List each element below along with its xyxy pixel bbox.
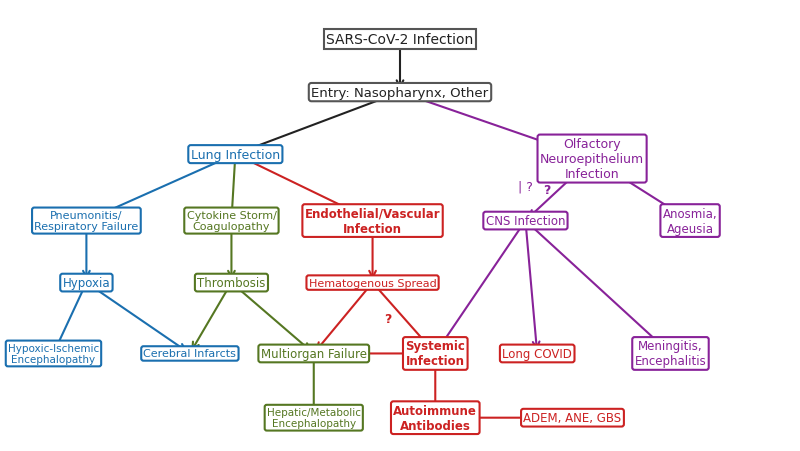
Text: Olfactory
Neuroepithelium
Infection: Olfactory Neuroepithelium Infection xyxy=(540,138,644,181)
Text: Anosmia,
Ageusia: Anosmia, Ageusia xyxy=(662,207,718,235)
Text: Pneumonitis/
Respiratory Failure: Pneumonitis/ Respiratory Failure xyxy=(34,210,138,232)
Text: Autoimmune
Antibodies: Autoimmune Antibodies xyxy=(394,404,478,432)
Text: Cerebral Infarcts: Cerebral Infarcts xyxy=(143,349,236,359)
Text: Entry: Nasopharynx, Other: Entry: Nasopharynx, Other xyxy=(311,87,489,99)
Text: Multiorgan Failure: Multiorgan Failure xyxy=(261,347,366,360)
Text: CNS Infection: CNS Infection xyxy=(486,215,565,228)
Text: Cytokine Storm/
Coagulopathy: Cytokine Storm/ Coagulopathy xyxy=(186,210,276,232)
Text: SARS-CoV-2 Infection: SARS-CoV-2 Infection xyxy=(326,33,474,47)
Text: Lung Infection: Lung Infection xyxy=(190,148,280,161)
Text: ?: ? xyxy=(543,184,550,197)
Text: Hematogenous Spread: Hematogenous Spread xyxy=(309,278,437,288)
Text: Hypoxic-Ischemic
Encephalopathy: Hypoxic-Ischemic Encephalopathy xyxy=(8,343,99,364)
Text: Long COVID: Long COVID xyxy=(502,347,572,360)
Text: Hypoxia: Hypoxia xyxy=(62,276,110,290)
Text: Systemic
Infection: Systemic Infection xyxy=(406,340,466,368)
Text: ?: ? xyxy=(385,312,392,325)
Text: Meningitis,
Encephalitis: Meningitis, Encephalitis xyxy=(634,340,706,368)
Text: | ?: | ? xyxy=(518,180,533,193)
Text: Hepatic/Metabolic
Encephalopathy: Hepatic/Metabolic Encephalopathy xyxy=(266,407,361,428)
Text: ADEM, ANE, GBS: ADEM, ANE, GBS xyxy=(523,411,622,424)
Text: Endothelial/Vascular
Infection: Endothelial/Vascular Infection xyxy=(305,207,440,235)
Text: Thrombosis: Thrombosis xyxy=(198,276,266,290)
